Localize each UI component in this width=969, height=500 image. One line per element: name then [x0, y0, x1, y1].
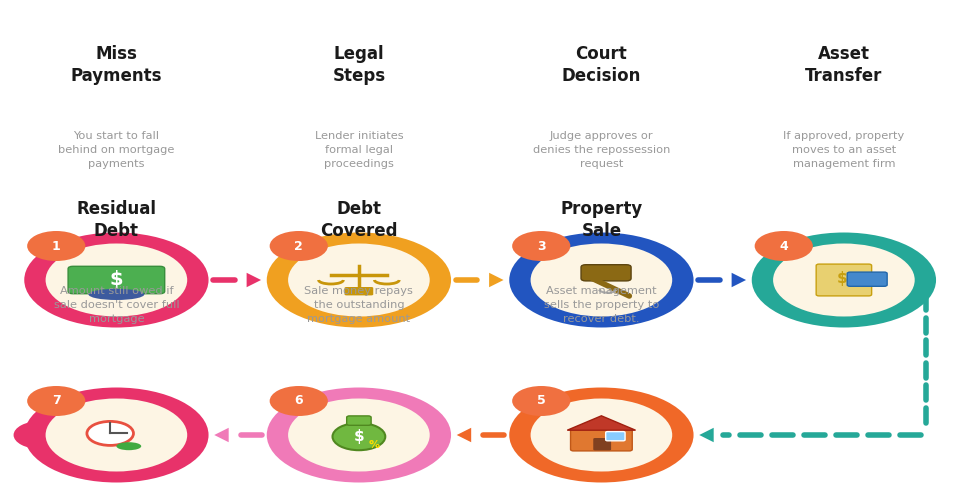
Circle shape [24, 232, 208, 328]
Circle shape [46, 244, 187, 316]
Circle shape [269, 231, 328, 261]
FancyBboxPatch shape [605, 432, 624, 441]
Circle shape [512, 386, 570, 416]
Text: 4: 4 [778, 240, 788, 252]
Circle shape [751, 232, 935, 328]
Circle shape [266, 232, 451, 328]
FancyBboxPatch shape [846, 272, 887, 286]
Text: Sale money repays
the outstanding
mortgage amount: Sale money repays the outstanding mortga… [304, 286, 413, 324]
Text: Judge approves or
denies the repossession
request: Judge approves or denies the repossessio… [532, 131, 670, 169]
Circle shape [288, 398, 429, 471]
Text: Property
Sale: Property Sale [560, 200, 641, 240]
Text: $: $ [109, 270, 123, 289]
Text: Court
Decision: Court Decision [561, 45, 641, 85]
Text: Lender initiates
formal legal
proceedings: Lender initiates formal legal proceeding… [314, 131, 403, 169]
Polygon shape [567, 416, 635, 430]
Text: 5: 5 [536, 394, 546, 407]
Text: Debt
Covered: Debt Covered [320, 200, 397, 240]
Circle shape [332, 423, 385, 450]
Circle shape [46, 398, 187, 471]
Ellipse shape [88, 289, 144, 300]
Text: Asset management
sells the property to
recover debt.: Asset management sells the property to r… [544, 286, 658, 324]
Circle shape [772, 244, 914, 316]
Circle shape [87, 422, 134, 446]
Text: 3: 3 [537, 240, 545, 252]
FancyBboxPatch shape [68, 266, 165, 293]
Text: 7: 7 [51, 394, 61, 407]
Text: %: % [368, 440, 380, 450]
Circle shape [509, 388, 693, 482]
FancyBboxPatch shape [593, 438, 610, 450]
FancyBboxPatch shape [570, 428, 632, 451]
Text: You start to fall
behind on mortgage
payments: You start to fall behind on mortgage pay… [58, 131, 174, 169]
Text: $: $ [354, 429, 363, 444]
Text: Legal
Steps: Legal Steps [332, 45, 385, 85]
Ellipse shape [116, 442, 141, 450]
Circle shape [530, 244, 672, 316]
Text: Miss
Payments: Miss Payments [71, 45, 162, 85]
Circle shape [14, 421, 68, 449]
FancyBboxPatch shape [815, 264, 871, 296]
Text: If approved, property
moves to an asset
management firm: If approved, property moves to an asset … [782, 131, 903, 169]
Text: Residual
Debt: Residual Debt [77, 200, 156, 240]
Circle shape [27, 231, 85, 261]
FancyBboxPatch shape [344, 287, 373, 296]
Circle shape [509, 232, 693, 328]
Circle shape [269, 386, 328, 416]
Text: Amount still owed if
sale doesn't cover full
mortgage: Amount still owed if sale doesn't cover … [53, 286, 179, 324]
Circle shape [27, 386, 85, 416]
Text: 2: 2 [294, 240, 303, 252]
Text: 6: 6 [295, 394, 302, 407]
Circle shape [288, 244, 429, 316]
Text: 1: 1 [51, 240, 61, 252]
Circle shape [24, 388, 208, 482]
FancyBboxPatch shape [580, 264, 631, 281]
FancyBboxPatch shape [346, 416, 371, 426]
Circle shape [754, 231, 812, 261]
Text: $: $ [836, 271, 847, 286]
Text: Asset
Transfer: Asset Transfer [804, 45, 882, 85]
Circle shape [266, 388, 451, 482]
Circle shape [512, 231, 570, 261]
Circle shape [530, 398, 672, 471]
